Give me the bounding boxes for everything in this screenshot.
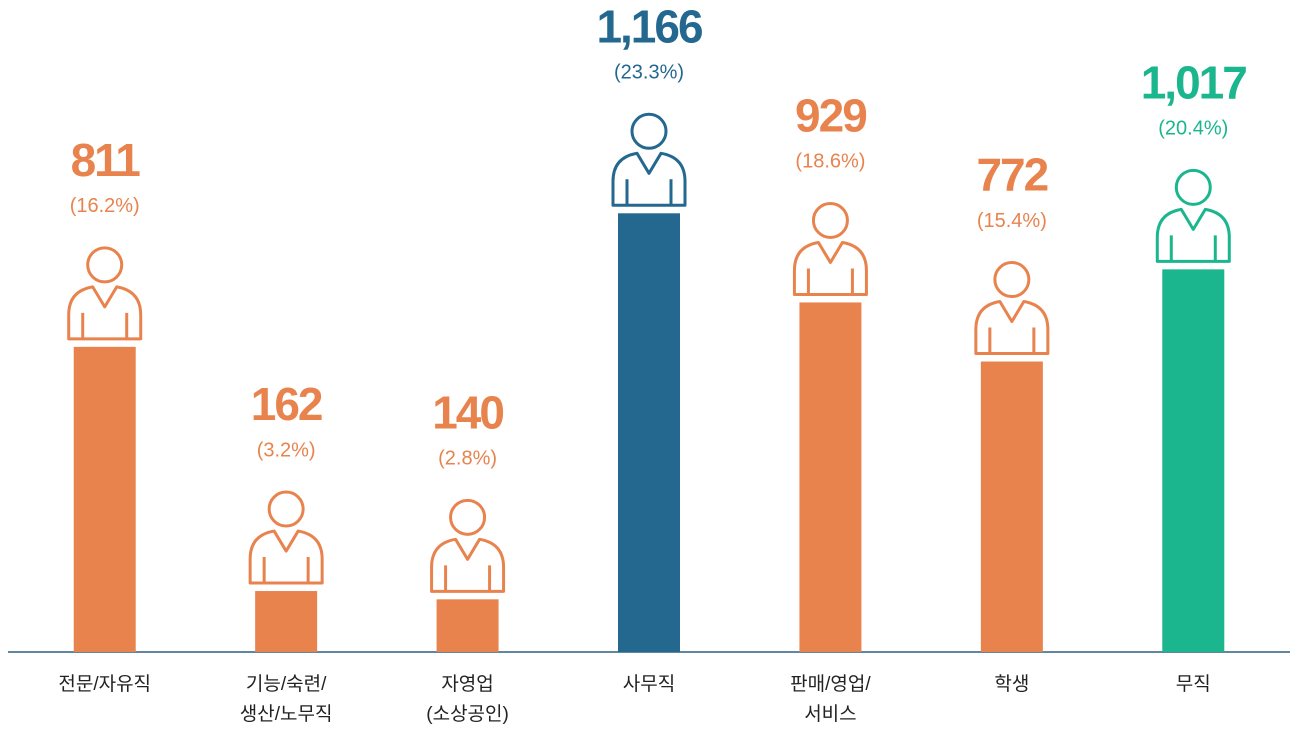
person-icon (611, 112, 687, 207)
person-icon (792, 201, 868, 296)
icon-part (81, 312, 129, 339)
category-label: 학생 (994, 674, 1030, 695)
icon-part (993, 261, 1031, 299)
icon-part (86, 246, 124, 284)
value-label: 1,166 (596, 0, 702, 52)
share-label: (20.4%) (1158, 118, 1228, 140)
bar (255, 591, 318, 652)
icon-part (267, 490, 305, 528)
share-label: (3.2%) (257, 439, 316, 461)
share-label: (18.6%) (795, 151, 865, 173)
category-label: 전문/자유직 (58, 674, 152, 695)
icon-part (430, 537, 506, 593)
icon-part (262, 557, 310, 584)
value-label: 929 (795, 90, 866, 142)
category-label: 사무직 (622, 674, 676, 695)
icon-part (1169, 235, 1217, 262)
icon-part (248, 529, 324, 585)
person-icon (67, 246, 143, 341)
person-icon (248, 490, 324, 585)
icon-part (630, 112, 668, 150)
share-label: (23.3%) (614, 62, 684, 84)
category-label: 기능/숙련/ 생산/노무직 (239, 674, 333, 725)
value-label: 772 (976, 149, 1047, 201)
icon-part (444, 565, 492, 592)
person-icon (974, 261, 1050, 356)
icon-part (811, 201, 849, 239)
icon-part (611, 151, 687, 207)
bar (73, 346, 136, 652)
icon-part (974, 300, 1050, 356)
bar (1162, 269, 1225, 652)
person-icon (430, 498, 506, 593)
bar (980, 361, 1043, 652)
value-label: 140 (432, 386, 503, 438)
icon-part (792, 240, 868, 296)
icon-part (1174, 168, 1212, 206)
category-label: 판매/영업/ 서비스 (790, 674, 871, 725)
share-label: (16.2%) (70, 195, 140, 217)
bar (799, 302, 862, 652)
category-label: 자영업 (소상공인) (426, 674, 509, 725)
share-label: (15.4%) (977, 210, 1047, 232)
icon-part (806, 268, 854, 295)
icon-part (449, 498, 487, 536)
icon-part (625, 179, 673, 206)
icon-part (67, 285, 143, 341)
category-label: 무직 (1175, 674, 1211, 695)
person-icon (1155, 168, 1231, 263)
bar (436, 599, 499, 652)
bar (618, 213, 680, 653)
value-label: 811 (71, 134, 141, 186)
icon-part (1155, 207, 1231, 263)
value-label: 162 (251, 378, 322, 430)
icon-part (988, 327, 1036, 354)
value-label: 1,017 (1141, 57, 1247, 109)
share-label: (2.8%) (438, 448, 497, 470)
